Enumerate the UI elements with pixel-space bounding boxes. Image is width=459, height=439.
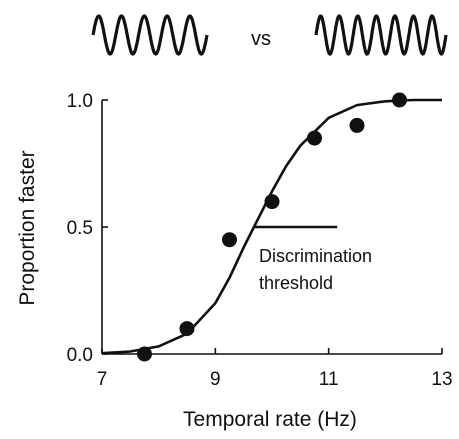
psychometric-fit-curve [101,98,442,355]
slow-waveform-icon [91,14,209,56]
data-point [264,194,280,210]
y-axis-title: Proportion faster [16,150,39,305]
data-point [137,346,152,362]
x-tick-label: 13 [431,369,452,390]
comparison-separator: vs [251,28,271,50]
x-tick-label: 11 [319,369,339,390]
data-point [222,232,237,248]
x-tick-label: 7 [97,369,108,390]
data-point [392,92,407,108]
data-point [179,321,195,337]
y-ticks: 0.0 0.5 1.0 [67,91,108,366]
plot-area: 7 9 11 13 0.0 0.5 1.0 Discrimination threshol… [67,91,453,390]
y-tick-label: 1.0 [67,91,93,112]
x-axis-title: Temporal rate (Hz) [183,408,357,431]
fast-waveform-icon [314,14,448,56]
y-tick-label: 0.0 [67,345,93,366]
data-points [137,92,407,362]
data-point [307,130,322,146]
annotation-line-1: Discrimination [259,246,372,266]
x-ticks: 7 9 11 13 [97,348,453,390]
x-tick-label: 9 [210,369,221,390]
data-point [349,117,365,133]
annotation-line-2: threshold [259,273,333,293]
y-tick-label: 0.5 [67,218,93,239]
